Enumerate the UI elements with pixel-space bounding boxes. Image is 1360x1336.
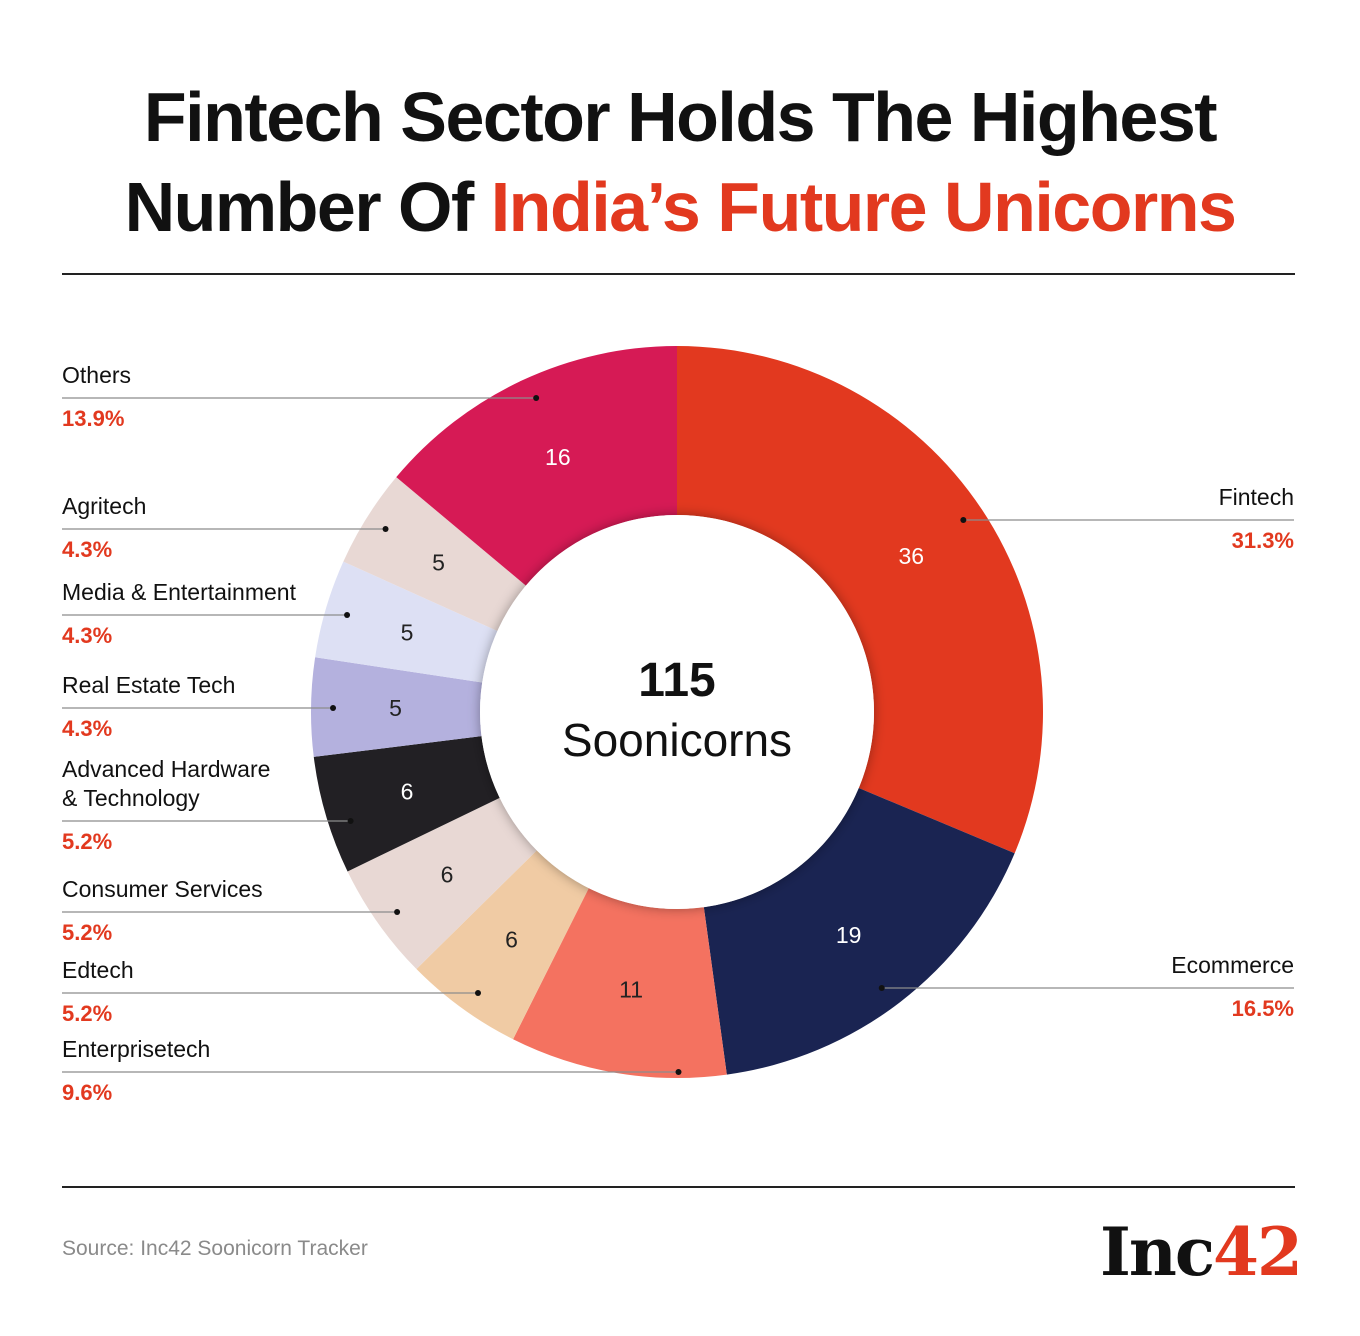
leader-dot-fintech	[960, 517, 967, 523]
slice-label-advanced-hardware-and-technology-line-2: & Technology	[62, 785, 200, 811]
leader-dot-enterprisetech	[675, 1069, 682, 1075]
slice-percent-enterprisetech: 9.6%	[62, 1080, 112, 1105]
slice-values: 36 19 11 6 6 6 5 5 5 16	[389, 444, 924, 1003]
title-line-2-accent: India’s Future Unicorns	[490, 168, 1237, 246]
title-line-2-plain: Number Of	[124, 168, 475, 246]
logo-text: Inc	[1100, 1213, 1215, 1291]
bottom-divider	[62, 1186, 1295, 1188]
slice-label-agritech: Agritech	[62, 493, 146, 519]
slice-advanced-hardware-and-technology	[313, 736, 500, 872]
slice-real-estate-tech	[311, 657, 483, 757]
slice-label-enterprisetech: Enterprisetech	[62, 1036, 210, 1062]
slice-agritech	[343, 477, 526, 632]
logo-number: 42	[1213, 1213, 1303, 1291]
leader-dot-others	[533, 395, 540, 401]
slice-percent-fintech: 31.3%	[1232, 528, 1294, 553]
slice-labels: Fintech 31.3% Ecommerce 16.5% Enterprisetech…	[62, 362, 1294, 1105]
slice-value-fintech: 36	[899, 543, 925, 569]
top-divider	[62, 273, 1295, 275]
slice-ecommerce	[703, 788, 1015, 1075]
slice-consumer-services	[347, 797, 537, 970]
slice-label-advanced-hardware-and-technology-line-1: Advanced Hardware	[62, 756, 270, 782]
slice-value-edtech: 6	[505, 927, 518, 953]
leader-dot-consumer-services	[394, 909, 401, 915]
leader-dot-edtech	[475, 990, 482, 996]
leader-dot-ecommerce	[878, 985, 885, 991]
slice-value-advanced-hardware-and-technology: 6	[401, 779, 414, 805]
leader-dot-advanced-hardware-and-technology	[347, 818, 354, 824]
leader-dot-real-estate-tech	[330, 705, 337, 711]
slice-label-edtech: Edtech	[62, 957, 134, 983]
slice-percent-real-estate-tech: 4.3%	[62, 716, 112, 741]
slice-fintech	[677, 346, 1043, 854]
slice-label-ecommerce: Ecommerce	[1171, 952, 1294, 978]
slice-percent-consumer-services: 5.2%	[62, 920, 112, 945]
slice-label-consumer-services: Consumer Services	[62, 876, 263, 902]
title-line-1: Fintech Sector Holds The Highest	[143, 78, 1218, 156]
slice-percent-agritech: 4.3%	[62, 537, 112, 562]
slice-percent-advanced-hardware-and-technology: 5.2%	[62, 829, 112, 854]
source-note: Source: Inc42 Soonicorn Tracker	[62, 1237, 368, 1260]
slice-label-real-estate-tech: Real Estate Tech	[62, 672, 235, 698]
slice-value-others: 16	[545, 444, 571, 470]
slice-label-others: Others	[62, 362, 131, 388]
slice-value-media-and-entertainment: 5	[401, 619, 414, 645]
slice-media-and-entertainment	[315, 561, 498, 683]
slice-percent-media-and-entertainment: 4.3%	[62, 623, 112, 648]
donut-center	[480, 515, 874, 909]
slice-label-media-and-entertainment: Media & Entertainment	[62, 579, 297, 605]
leader-dot-agritech	[382, 526, 389, 532]
inc42-logo: Inc42	[1100, 1213, 1303, 1291]
slice-enterprisetech	[513, 888, 727, 1078]
slice-percent-edtech: 5.2%	[62, 1001, 112, 1026]
slice-value-consumer-services: 6	[441, 861, 454, 887]
slice-label-fintech: Fintech	[1219, 484, 1294, 510]
slice-edtech	[416, 850, 589, 1040]
leader-lines	[62, 395, 1294, 1075]
slice-value-enterprisetech: 11	[619, 977, 643, 1003]
slice-value-agritech: 5	[432, 549, 445, 575]
slice-percent-others: 13.9%	[62, 406, 124, 431]
slice-value-ecommerce: 19	[836, 922, 862, 948]
center-total: 115	[638, 654, 715, 707]
slice-value-real-estate-tech: 5	[389, 695, 402, 721]
slices	[311, 346, 1043, 1078]
leader-dot-media-and-entertainment	[344, 612, 351, 618]
slice-others	[396, 346, 677, 586]
chart-title: Fintech Sector Holds The Highest Number …	[0, 72, 1360, 252]
center-label: Soonicorns	[562, 714, 792, 766]
slice-percent-ecommerce: 16.5%	[1232, 996, 1294, 1021]
